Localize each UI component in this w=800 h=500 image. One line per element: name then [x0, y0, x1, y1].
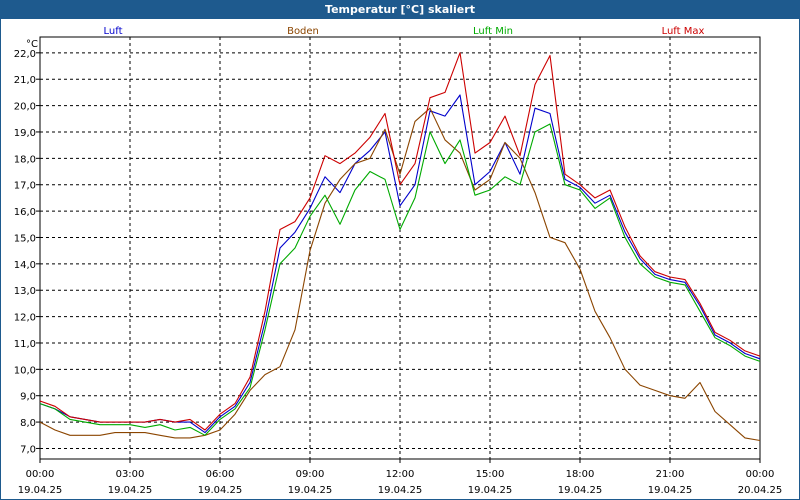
y-tick-label: 15,0 [14, 233, 36, 244]
x-tick-label-date: 20.04.25 [738, 485, 783, 496]
y-tick-label: 22,0 [14, 49, 36, 60]
y-tick-label: 17,0 [14, 181, 36, 192]
y-tick-label: 12,0 [14, 313, 36, 324]
y-tick-label: 9,0 [20, 392, 36, 403]
y-tick-label: 10,0 [14, 365, 36, 376]
x-tick-label-date: 19.04.25 [18, 485, 63, 496]
legend-entry-luft: Luft [104, 26, 123, 37]
y-tick-label: 16,0 [14, 207, 36, 218]
y-tick-label: 21,0 [14, 75, 36, 86]
legend-entry-luft-min: Luft Min [473, 26, 513, 37]
x-tick-label-time: 09:00 [296, 469, 325, 480]
x-tick-label-time: 21:00 [656, 469, 685, 480]
x-tick-label-time: 00:00 [26, 469, 55, 480]
y-tick-label: 11,0 [14, 339, 36, 350]
y-tick-label: 18,0 [14, 154, 36, 165]
series-line-luft-max [39, 52, 761, 431]
x-tick-label-time: 06:00 [206, 469, 235, 480]
chart-title: Temperatur [°C] skaliert [1, 1, 799, 19]
x-tick-label-date: 19.04.25 [288, 485, 333, 496]
x-tick-label-date: 19.04.25 [558, 485, 603, 496]
y-tick-label: 14,0 [14, 260, 36, 271]
x-tick-label-time: 03:00 [116, 469, 145, 480]
y-tick-label: 8,0 [20, 418, 36, 429]
y-tick-label: 13,0 [14, 286, 36, 297]
x-tick-label-time: 12:00 [386, 469, 415, 480]
series-line-luft-min [39, 123, 761, 436]
legend-entry-luft-max: Luft Max [662, 26, 705, 37]
y-tick-label: 7,0 [20, 444, 36, 455]
x-tick-label-date: 19.04.25 [648, 485, 693, 496]
x-tick-label-date: 19.04.25 [108, 485, 153, 496]
x-tick-label-date: 19.04.25 [198, 485, 243, 496]
x-tick-label-date: 19.04.25 [468, 485, 513, 496]
x-tick-label-date: 19.04.25 [378, 485, 423, 496]
x-tick-label-time: 00:00 [746, 469, 775, 480]
y-axis-label: °C [26, 39, 38, 50]
y-tick-label: 19,0 [14, 128, 36, 139]
x-tick-label-time: 18:00 [566, 469, 595, 480]
series-line-boden [39, 107, 761, 442]
legend-entry-boden: Boden [287, 26, 319, 37]
x-tick-label-time: 15:00 [476, 469, 505, 480]
y-tick-label: 20,0 [14, 102, 36, 113]
